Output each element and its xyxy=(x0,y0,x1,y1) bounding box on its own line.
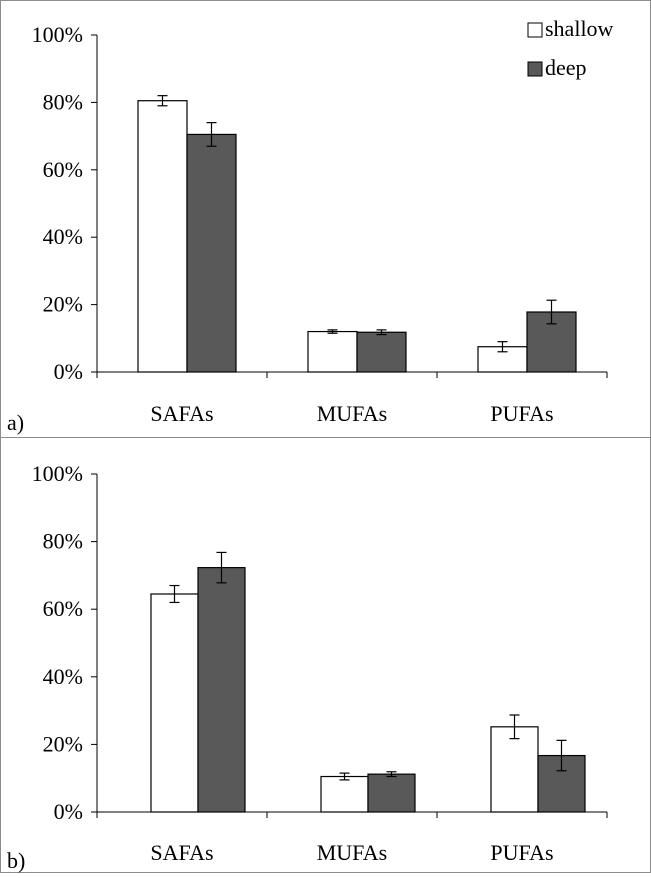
y-tick-label: 20% xyxy=(43,731,83,756)
panel-b: 0% 20% 40% 60% 80% 100% SAFAs MUFAs PUFAs b) xyxy=(7,461,608,873)
bar-deep-MUFAs xyxy=(356,331,407,373)
legend-swatch-deep xyxy=(527,61,543,77)
y-tick-label: 40% xyxy=(43,224,83,249)
x-tick-label-PUFAs: PUFAs xyxy=(490,840,553,865)
bar-deep-SAFAs xyxy=(186,133,237,373)
bar-shallow-SAFAs xyxy=(150,593,199,813)
legend-label-deep: deep xyxy=(545,55,587,80)
y-tick-label: 80% xyxy=(43,89,83,114)
x-tick-label-PUFAs: PUFAs xyxy=(490,401,553,426)
legend-label-shallow: shallow xyxy=(545,16,614,41)
y-tick-label: 40% xyxy=(43,664,83,689)
panel-label: a) xyxy=(7,410,24,435)
y-tick-label: 100% xyxy=(32,461,83,486)
bar-shallow-PUFAs xyxy=(490,726,539,813)
x-tick-label-MUFAs: MUFAs xyxy=(317,401,388,426)
bar-shallow-MUFAs xyxy=(307,330,358,373)
x-tick-label-MUFAs: MUFAs xyxy=(317,840,388,865)
legend-swatch-shallow xyxy=(527,22,543,38)
bar-shallow-MUFAs xyxy=(320,775,369,813)
y-tick-label: 20% xyxy=(43,292,83,317)
y-tick-label: 0% xyxy=(54,359,83,384)
x-tick-label-SAFAs: SAFAs xyxy=(150,840,213,865)
panel-a: 0% 20% 40% 60% 80% 100% SAFAs MUFAs PUFAs a) xyxy=(7,22,608,435)
y-tick-label: 60% xyxy=(43,157,83,182)
panel-label: b) xyxy=(7,848,25,873)
y-tick-label: 60% xyxy=(43,596,83,621)
legend: shallow deep xyxy=(527,16,614,80)
y-tick-label: 80% xyxy=(43,529,83,554)
y-tick-label: 100% xyxy=(32,22,83,47)
bar-shallow-SAFAs xyxy=(137,100,188,373)
bar-deep-MUFAs xyxy=(367,773,416,813)
x-tick-label-SAFAs: SAFAs xyxy=(150,401,213,426)
bar-deep-SAFAs xyxy=(197,567,246,813)
y-tick-label: 0% xyxy=(54,799,83,824)
